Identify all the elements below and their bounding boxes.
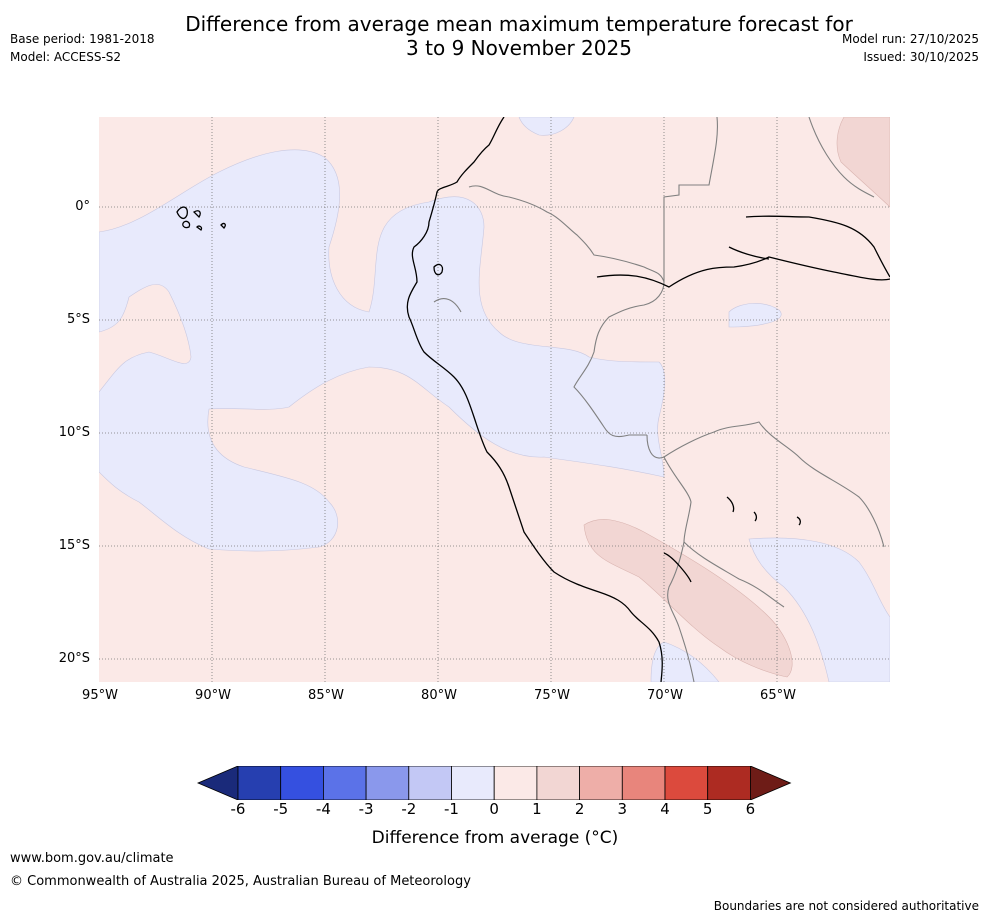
colorbar-tick-label: -3 (358, 800, 374, 818)
lon-label-85w: 85°W (308, 688, 344, 703)
lat-label-5s: 5°S (66, 312, 90, 327)
title-line-2: 3 to 9 November 2025 (406, 36, 632, 60)
cool-anomaly-north (518, 117, 575, 136)
colorbar-segment (493, 766, 538, 800)
base-period: Base period: 1981-2018 (10, 32, 155, 46)
lon-label-80w: 80°W (421, 688, 457, 703)
cool-anomaly-pacific (99, 149, 666, 552)
colorbar-tick-label: 3 (617, 800, 628, 818)
footer-url: www.bom.gov.au/climate (10, 851, 174, 866)
colorbar-tick-label: -1 (444, 800, 459, 818)
meta-right: Model run: 27/10/2025 Issued: 30/10/2025 (842, 30, 979, 66)
colorbar-tick-label: 0 (489, 800, 499, 818)
colorbar-tick-label: -5 (273, 800, 289, 818)
colorbar-arrow-low (196, 766, 239, 800)
lat-label-0: 0° (75, 199, 90, 214)
lon-label-70w: 70°W (647, 688, 683, 703)
colorbar-segment (664, 766, 709, 800)
colorbar-segment (707, 766, 751, 800)
lon-label-75w: 75°W (534, 688, 570, 703)
colorbar-tick-label: 2 (574, 800, 585, 818)
colorbar-segment (365, 766, 410, 800)
colorbar-tick-label: 4 (660, 800, 670, 818)
title-line-1: Difference from average mean maximum tem… (185, 12, 853, 36)
colorbar-segment (280, 766, 324, 800)
footer-copyright: © Commonwealth of Australia 2025, Austra… (10, 874, 471, 889)
chart-title: Difference from average mean maximum tem… (0, 12, 988, 60)
lat-label-10s: 10°S (58, 425, 90, 440)
lon-label-95w: 95°W (82, 688, 118, 703)
colorbar-segment (621, 766, 666, 800)
model-name: Model: ACCESS-S2 (10, 50, 122, 64)
lon-label-65w: 65°W (760, 688, 796, 703)
lat-label-20s: 20°S (58, 651, 90, 666)
colorbar-title: Difference from average (°C) (371, 828, 619, 848)
colorbar-segments (196, 766, 792, 800)
colorbar-tick-label: 5 (702, 800, 713, 818)
colorbar-tick-label: 6 (745, 800, 756, 818)
warm-anomaly-northeast (836, 117, 890, 208)
colorbar-segment (237, 766, 282, 800)
country-borders (433, 117, 885, 682)
cool-anomaly-amazon (728, 303, 782, 328)
colorbar (196, 766, 792, 800)
colorbar-tick-label: -6 (230, 800, 246, 818)
lat-label-15s: 15°S (58, 538, 90, 553)
coastline (176, 117, 890, 682)
colorbar-segment (408, 766, 452, 800)
lon-label-90w: 90°W (195, 688, 231, 703)
colorbar-segment (579, 766, 623, 800)
warm-anomaly-altiplano (583, 519, 793, 678)
colorbar-arrow-high (750, 766, 792, 800)
footer-disclaimer: Boundaries are not considered authoritat… (713, 899, 979, 913)
model-run-date: Model run: 27/10/2025 (841, 32, 979, 46)
colorbar-segment (451, 766, 495, 800)
colorbar-segment (536, 766, 580, 800)
map-gridlines (99, 117, 890, 682)
colorbar-segment (322, 766, 367, 800)
colorbar-tick-label: -4 (315, 800, 331, 818)
colorbar-tick-label: 1 (532, 800, 542, 818)
colorbar-tick-label: -2 (401, 800, 417, 818)
issued-date: Issued: 30/10/2025 (863, 50, 979, 64)
anomaly-map (99, 117, 890, 682)
meta-left: Base period: 1981-2018 Model: ACCESS-S2 (10, 30, 155, 66)
